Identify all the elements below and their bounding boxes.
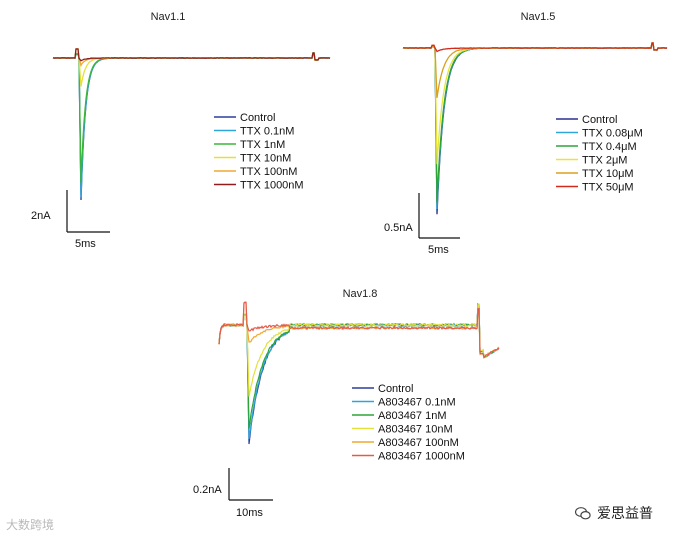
trace-5 xyxy=(402,42,668,98)
legend-label: TTX 100nM xyxy=(240,166,297,178)
watermark-left-text: 大数跨境 xyxy=(6,518,55,532)
trace-5 xyxy=(52,48,331,67)
trace-4 xyxy=(218,303,500,397)
legend-label: Control xyxy=(582,114,617,126)
trace-5 xyxy=(218,301,500,359)
legend-label: A803467 10nM xyxy=(378,424,453,436)
scale-bar xyxy=(418,193,460,239)
legend-label: TTX 0.4μM xyxy=(582,141,637,153)
legend-label: TTX 2μM xyxy=(582,155,627,167)
scale-bar-x-label: 10ms xyxy=(236,507,263,519)
trace-3 xyxy=(218,304,500,429)
trace-group xyxy=(402,42,668,215)
scale-bar xyxy=(228,468,273,501)
panel-title: Nav1.1 xyxy=(151,11,186,23)
legend-label: Control xyxy=(378,383,413,395)
legend-label: TTX 1000nM xyxy=(240,180,304,192)
legend-label: TTX 0.08μM xyxy=(582,128,643,140)
trace-group xyxy=(52,48,331,201)
scale-bar-y-label: 2nA xyxy=(31,210,51,222)
scale-bar-x-label: 5ms xyxy=(75,238,96,250)
scale-bar-x-label: 5ms xyxy=(428,244,449,256)
legend-label: Control xyxy=(240,112,275,124)
legend-label: A803467 1nM xyxy=(378,410,447,422)
trace-group xyxy=(218,301,500,445)
watermark-left: 大数跨境 xyxy=(6,516,54,533)
panel-title: Nav1.8 xyxy=(343,288,378,300)
legend-label: TTX 50μM xyxy=(582,182,634,194)
legend-label: TTX 0.1nM xyxy=(240,126,294,138)
wechat-icon xyxy=(575,506,591,519)
legend-label: TTX 1nM xyxy=(240,139,285,151)
scale-bar-y-label: 0.2nA xyxy=(193,484,222,496)
scale-bar xyxy=(66,190,110,233)
trace-6 xyxy=(402,42,668,53)
legend-label: A803467 100nM xyxy=(378,437,459,449)
legend-label: TTX 10μM xyxy=(582,168,634,180)
legend-label: A803467 1000nM xyxy=(378,451,465,463)
trace-6 xyxy=(52,48,331,62)
legend-label: TTX 10nM xyxy=(240,153,291,165)
watermark-right-text: 爱思益普 xyxy=(597,506,653,522)
watermark-right: 爱思益普 xyxy=(575,503,653,523)
scale-bar-y-label: 0.5nA xyxy=(384,222,413,234)
panel-title: Nav1.5 xyxy=(521,11,556,23)
legend-label: A803467 0.1nM xyxy=(378,397,456,409)
trace-4 xyxy=(53,48,331,87)
trace-6 xyxy=(218,301,500,359)
